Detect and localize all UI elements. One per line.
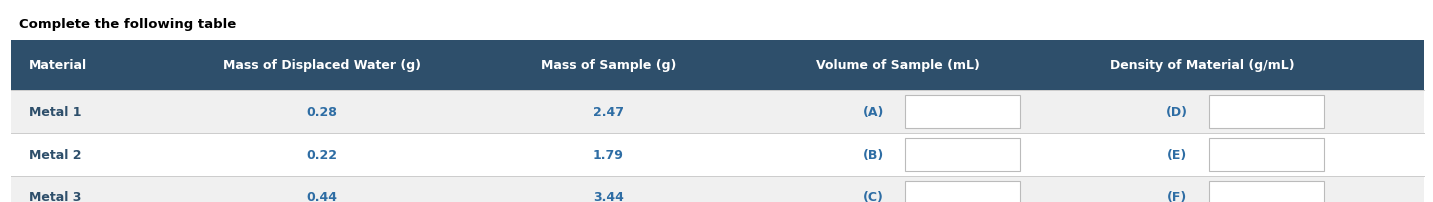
Text: (A): (A) <box>863 106 884 119</box>
Text: 2.47: 2.47 <box>593 106 623 119</box>
Text: 0.22: 0.22 <box>307 148 338 161</box>
Bar <box>1209 138 1324 171</box>
Text: 3.44: 3.44 <box>593 190 623 202</box>
Text: 0.44: 0.44 <box>307 190 338 202</box>
Text: Mass of Sample (g): Mass of Sample (g) <box>540 59 676 72</box>
Bar <box>906 138 1020 171</box>
Bar <box>11 133 1424 176</box>
Text: (E): (E) <box>1168 148 1188 161</box>
Text: Metal 1: Metal 1 <box>29 106 82 119</box>
Text: Material: Material <box>29 59 87 72</box>
Text: Mass of Displaced Water (g): Mass of Displaced Water (g) <box>224 59 421 72</box>
Text: (D): (D) <box>1165 106 1188 119</box>
Text: (F): (F) <box>1168 190 1188 202</box>
Text: Volume of Sample (mL): Volume of Sample (mL) <box>817 59 980 72</box>
Text: 0.28: 0.28 <box>307 106 338 119</box>
Text: 1.79: 1.79 <box>593 148 623 161</box>
Bar <box>1209 181 1324 202</box>
Text: Metal 2: Metal 2 <box>29 148 82 161</box>
Text: (B): (B) <box>863 148 884 161</box>
Bar <box>11 176 1424 202</box>
Bar <box>11 91 1424 133</box>
Text: Complete the following table: Complete the following table <box>19 18 236 31</box>
Text: Metal 3: Metal 3 <box>29 190 82 202</box>
Bar <box>11 40 1424 91</box>
Text: Density of Material (g/mL): Density of Material (g/mL) <box>1109 59 1294 72</box>
Bar <box>906 96 1020 128</box>
Bar <box>1209 96 1324 128</box>
Bar <box>906 181 1020 202</box>
Text: (C): (C) <box>863 190 884 202</box>
